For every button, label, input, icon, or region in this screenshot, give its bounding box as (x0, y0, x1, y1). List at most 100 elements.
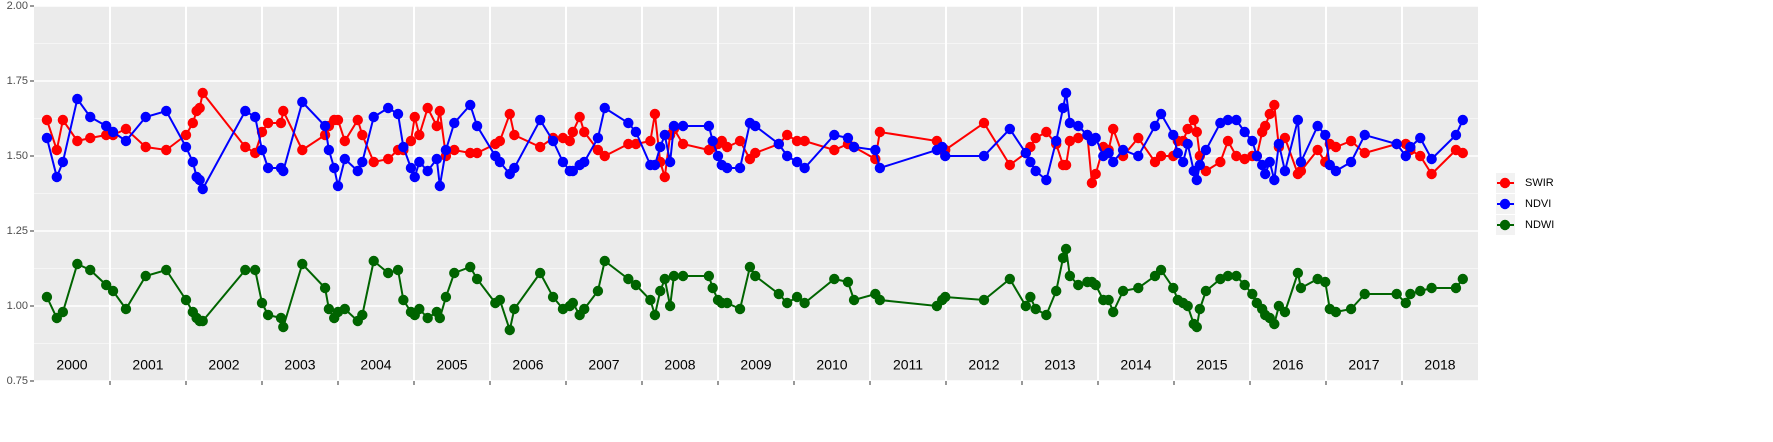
data-point (1330, 306, 1342, 318)
data-point (1457, 114, 1469, 126)
data-point (579, 126, 590, 138)
data-point (874, 162, 886, 174)
data-point (51, 171, 62, 183)
data-point (1264, 156, 1275, 168)
y-tick-label: 1.25 (7, 225, 28, 237)
data-point (630, 279, 642, 291)
data-point (781, 150, 793, 162)
data-point (1295, 165, 1307, 177)
data-point (707, 135, 718, 147)
data-point (368, 255, 379, 267)
data-point (1405, 141, 1416, 153)
data-point (414, 156, 425, 168)
data-point (1188, 114, 1199, 126)
data-point (398, 141, 409, 153)
data-point (1391, 288, 1402, 300)
data-point (1025, 291, 1036, 303)
year-label: 2000 (56, 357, 87, 373)
data-point (1426, 153, 1437, 165)
data-point (256, 144, 268, 156)
data-point (1025, 156, 1036, 168)
data-point (107, 285, 119, 297)
data-point (1155, 264, 1167, 276)
legend-marker (1499, 177, 1511, 189)
y-tick-label: 2.00 (7, 0, 28, 12)
data-point (1041, 174, 1052, 186)
data-point (645, 294, 656, 306)
data-point (870, 144, 881, 156)
data-point (1247, 135, 1258, 147)
data-point (357, 309, 368, 321)
year-label: 2016 (1272, 357, 1303, 373)
data-point (449, 144, 460, 156)
data-point (504, 108, 515, 120)
data-point (1103, 294, 1114, 306)
data-point (240, 141, 251, 153)
data-point (431, 153, 442, 165)
data-point (140, 111, 151, 123)
data-point (494, 156, 506, 168)
data-point (1133, 132, 1144, 144)
data-point (1320, 276, 1331, 288)
data-point (750, 120, 761, 132)
data-point (1060, 243, 1072, 255)
data-point (434, 180, 446, 192)
data-point (791, 135, 803, 147)
data-point (414, 129, 425, 141)
data-point (1231, 150, 1242, 162)
data-point (339, 135, 351, 147)
data-point (1222, 270, 1234, 282)
data-point (1264, 108, 1275, 120)
data-point (1086, 177, 1098, 189)
year-label: 2013 (1044, 357, 1075, 373)
data-point (275, 312, 287, 324)
data-point (1073, 120, 1084, 132)
data-point (240, 105, 251, 117)
data-point (1330, 165, 1342, 177)
data-point (1215, 156, 1226, 168)
data-point (1020, 147, 1031, 159)
data-point (567, 165, 579, 177)
data-point (703, 120, 715, 132)
data-point (1251, 150, 1263, 162)
data-point (187, 156, 199, 168)
data-point (465, 99, 476, 111)
data-point (101, 279, 112, 291)
data-point (829, 129, 840, 141)
data-point (1415, 285, 1426, 297)
data-point (409, 171, 420, 183)
data-point (567, 126, 579, 138)
data-point (449, 267, 460, 279)
data-point (659, 129, 670, 141)
data-point (1103, 147, 1114, 159)
data-point (471, 147, 483, 159)
data-point (547, 135, 559, 147)
data-point (721, 162, 733, 174)
data-point (1030, 165, 1041, 177)
data-point (1312, 120, 1323, 132)
data-point (677, 120, 689, 132)
data-point (534, 141, 546, 153)
data-point (592, 285, 604, 297)
data-point (791, 156, 803, 168)
data-point (57, 156, 69, 168)
data-point (249, 264, 261, 276)
data-point (712, 150, 724, 162)
data-point (848, 141, 860, 153)
data-point (297, 144, 308, 156)
data-point (1133, 282, 1144, 294)
data-point (398, 294, 409, 306)
data-point (1194, 303, 1206, 315)
data-point (630, 126, 642, 138)
data-point (1108, 156, 1119, 168)
year-label: 2014 (1120, 357, 1151, 373)
data-point (557, 156, 569, 168)
data-point (319, 120, 331, 132)
data-point (41, 132, 53, 144)
data-point (1030, 132, 1041, 144)
data-point (978, 294, 990, 306)
data-point (1191, 321, 1203, 333)
data-point (434, 312, 446, 324)
year-label: 2008 (664, 357, 695, 373)
data-point (721, 297, 733, 309)
